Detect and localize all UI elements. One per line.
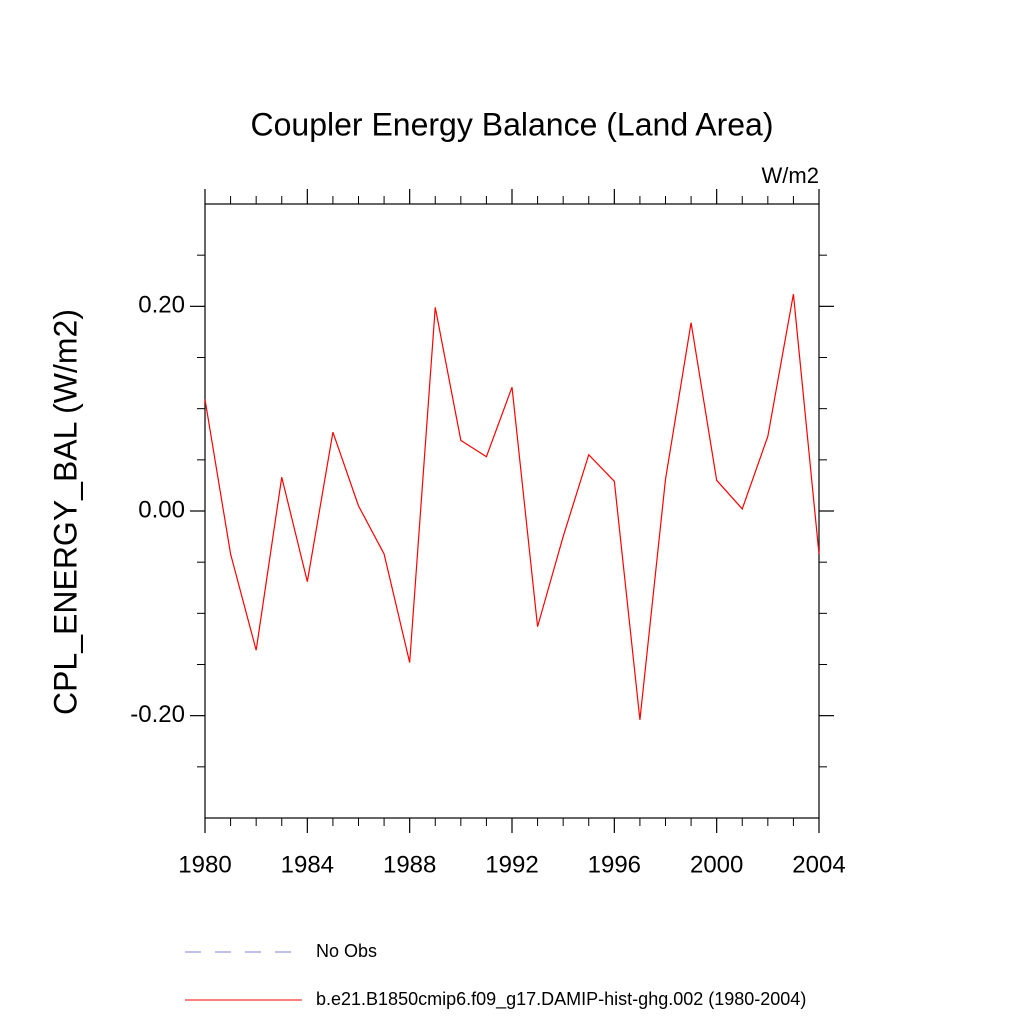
x-tick-label: 2004 xyxy=(792,851,845,878)
legend-label: b.e21.B1850cmip6.f09_g17.DAMIP-hist-ghg.… xyxy=(316,989,806,1010)
chart-title: Coupler Energy Balance (Land Area) xyxy=(251,106,774,142)
y-axis-label: CPL_ENERGY_BAL (W/m2) xyxy=(47,309,83,715)
x-tick-label: 1996 xyxy=(588,851,641,878)
legend-label: No Obs xyxy=(316,941,377,961)
series-line xyxy=(204,293,820,720)
units-label: W/m2 xyxy=(762,163,819,188)
x-tick-label: 2000 xyxy=(690,851,743,878)
x-tick-label: 1984 xyxy=(281,851,334,878)
y-tick-label: 0.20 xyxy=(138,292,185,319)
x-tick-label: 1988 xyxy=(383,851,436,878)
y-tick-label: -0.20 xyxy=(130,701,185,728)
y-tick-label: 0.00 xyxy=(138,496,185,523)
x-tick-label: 1992 xyxy=(485,851,538,878)
plot-frame xyxy=(204,203,820,819)
x-tick-label: 1980 xyxy=(178,851,231,878)
